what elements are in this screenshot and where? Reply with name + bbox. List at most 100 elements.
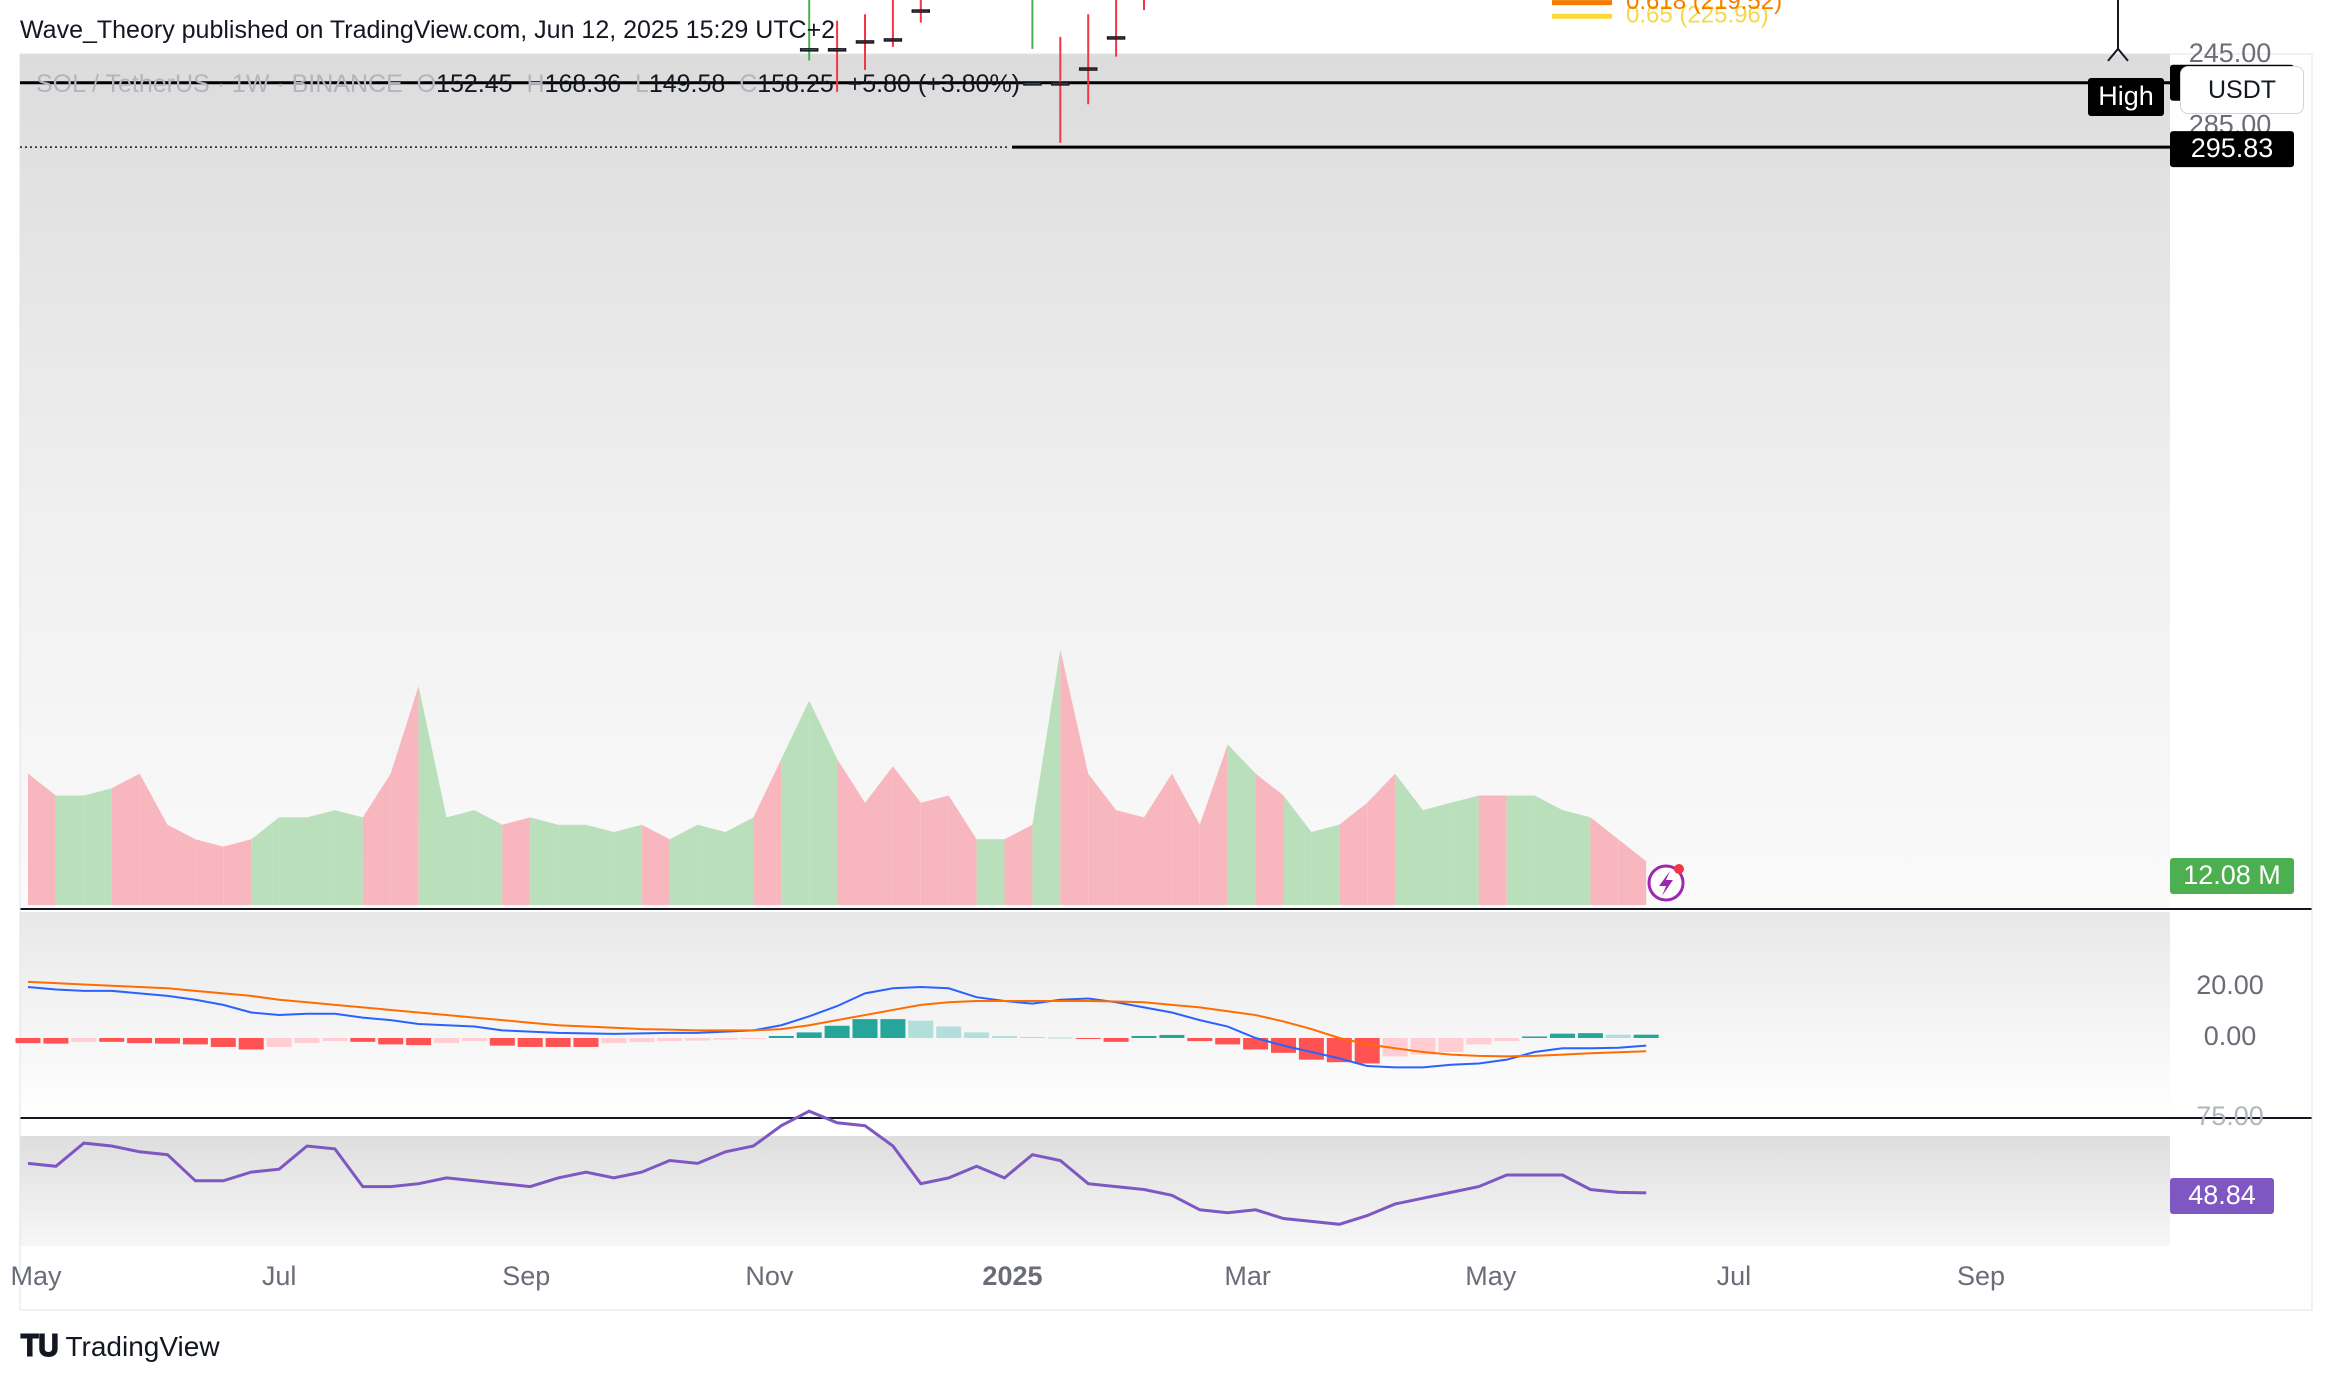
close-label: C — [739, 70, 758, 98]
macd-histogram-bar — [573, 1038, 599, 1047]
volume-area-segment — [251, 817, 280, 905]
candle-body — [827, 48, 847, 52]
volume-area-segment — [697, 824, 726, 905]
macd-histogram-bar — [155, 1038, 180, 1044]
rsi-value-tag: 48.84 — [2170, 1178, 2274, 1214]
volume-area-segment — [307, 810, 335, 905]
volume-area-segment — [920, 795, 949, 905]
candle-body — [1051, 82, 1070, 86]
price-candle — [1078, 14, 1098, 105]
macd-histogram-bar — [796, 1032, 822, 1038]
volume-area-segment — [948, 795, 977, 905]
brand-name: TradingView — [65, 1331, 220, 1362]
macd-histogram-bar — [238, 1038, 264, 1050]
volume-area-segment — [1478, 795, 1507, 905]
macd-histogram-bar — [713, 1038, 738, 1040]
macd-histogram-bar — [824, 1025, 850, 1038]
macd-histogram-bar — [322, 1038, 348, 1042]
volume-area-segment — [111, 773, 140, 905]
symbol-legend: SOL / TetherUS · 1W · BINANCE O152.45 H1… — [36, 70, 1020, 99]
volume-area-segment — [865, 766, 893, 905]
candle-body — [1078, 67, 1098, 71]
tradingview-logo[interactable]: 𝐓𝐔 TradingView — [20, 1330, 220, 1364]
high-label: H — [526, 70, 545, 98]
volume-area-segment — [586, 824, 614, 905]
volume-area-segment — [1283, 795, 1312, 905]
time-axis-label: Sep — [1957, 1261, 2005, 1291]
macd-histogram-bar — [1019, 1036, 1045, 1038]
price-pane-bg — [20, 54, 2170, 909]
rsi-pane — [27, 1109, 1647, 1226]
macd-histogram-bar — [1047, 1037, 1073, 1039]
volume-area-segment — [613, 824, 642, 905]
volume-area-segment — [669, 824, 698, 905]
volume-area-segment — [1450, 795, 1479, 905]
macd-histogram-bar — [99, 1038, 125, 1042]
macd-histogram-bar — [908, 1020, 934, 1038]
chart-frame — [19, 53, 2313, 1311]
close-value: 158.25 — [757, 70, 834, 98]
volume-area-segment — [390, 686, 419, 905]
volume-area-segment — [892, 766, 921, 905]
volume-area-segment — [1395, 773, 1423, 905]
high-value: 168.36 — [544, 70, 622, 98]
macd-histogram-bar — [629, 1038, 655, 1043]
flash-icon-dot — [1674, 864, 1684, 874]
macd-histogram-bar — [182, 1038, 208, 1045]
volume-area-segment — [334, 810, 363, 905]
volume-area-segment — [362, 773, 391, 905]
high-price-tag: 295.83 — [2170, 131, 2294, 168]
symbol-name[interactable]: SOL / TetherUS · 1W · BINANCE — [36, 70, 403, 98]
time-axis-label: Nov — [745, 1261, 794, 1291]
volume-area-segment — [1088, 773, 1117, 905]
price-candle — [855, 14, 875, 70]
volume-area-segment — [1171, 773, 1200, 905]
volume-area-segment — [530, 817, 559, 905]
axes: 285.00245.00205.00175.00135.00120.0020.0… — [10, 38, 2271, 1291]
macd-histogram-bar — [852, 1019, 878, 1038]
candle-body — [799, 48, 819, 52]
candle-body — [855, 40, 875, 44]
volume-area-segment — [725, 817, 754, 905]
currency-button[interactable]: USDT — [2180, 66, 2304, 114]
macd-histogram-bar — [210, 1038, 236, 1047]
volume-area-segment — [1562, 810, 1591, 905]
macd-histogram-bar — [71, 1038, 97, 1042]
price-candle — [799, 0, 819, 61]
volume-value-tag-bg — [2170, 858, 2294, 894]
macd-histogram-bar — [1550, 1033, 1575, 1038]
rsi-value-tag-text: 48.84 — [2188, 1180, 2256, 1210]
macd-signal-line — [27, 980, 1647, 1058]
volume-area-segment — [167, 824, 196, 905]
volume-area-segment — [809, 700, 838, 905]
volume-area-segment — [753, 759, 782, 905]
volume-area-segment — [558, 824, 586, 905]
volume-area-segment — [1423, 802, 1451, 905]
macd-histogram-bar — [266, 1038, 292, 1047]
macd-histogram-bar — [43, 1038, 69, 1044]
volume-area-segment — [1534, 795, 1563, 905]
volume-area-segment — [1506, 795, 1535, 905]
volume-area-segment — [223, 839, 252, 905]
candle-body — [883, 38, 903, 42]
macd-histogram-bar — [294, 1038, 320, 1044]
tradingview-logo-icon: 𝐓𝐔 — [20, 1330, 59, 1363]
chart-background — [19, 53, 2313, 1311]
macd-histogram-bar — [768, 1035, 794, 1038]
volume-area-segment — [502, 817, 531, 905]
macd-histogram-bar — [1075, 1038, 1101, 1040]
price-candle — [883, 0, 903, 47]
macd-histogram-bar — [936, 1026, 962, 1038]
candle-body — [1023, 82, 1042, 86]
volume-area-segment — [55, 795, 84, 905]
fibonacci-levels: 0.65 (225.96)0.618 (219.52)0.382 (172.02… — [1552, 0, 2129, 62]
macd-histogram-bar — [601, 1038, 627, 1044]
high-tag: High — [2088, 78, 2164, 116]
volume-area-segment — [83, 788, 112, 905]
rsi-pane-bg — [20, 1136, 2170, 1246]
volume-area-segment — [1367, 773, 1396, 905]
price-candle — [1051, 36, 1070, 143]
volume-area-segment — [1339, 802, 1368, 905]
